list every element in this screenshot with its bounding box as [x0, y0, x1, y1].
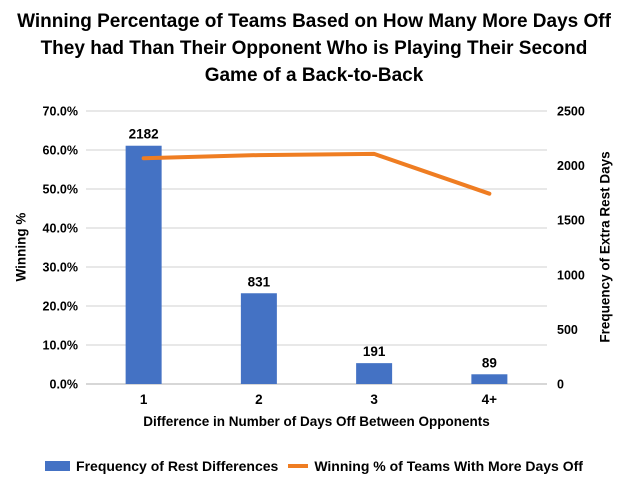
x-tick-label: 3 [370, 392, 378, 407]
x-tick-label: 1 [140, 392, 148, 407]
y-left-tick-label: 30.0% [43, 261, 78, 275]
bar [125, 145, 162, 384]
y-left-tick-label: 40.0% [43, 222, 78, 236]
chart-title: Winning Percentage of Teams Based on How… [17, 11, 611, 86]
legend-label-winning: Winning % of Teams With More Days Off [314, 458, 583, 474]
x-tick-label: 2 [255, 392, 263, 407]
legend-item-winning: Winning % of Teams With More Days Off [288, 458, 583, 474]
y-left-tick-label: 10.0% [43, 339, 78, 353]
bar-value-label: 2182 [129, 127, 159, 142]
y-right-tick-label: 500 [557, 323, 578, 337]
legend-item-frequency: Frequency of Rest Differences [45, 458, 278, 474]
winning-pct-line [141, 151, 492, 196]
bar-value-label: 191 [363, 344, 386, 359]
y-right-tick-label: 2000 [557, 159, 585, 173]
y-left-tick-label: 60.0% [43, 144, 78, 158]
x-axis-title: Difference in Number of Days Off Between… [143, 414, 490, 429]
left-axis-title: Winning % [13, 212, 29, 282]
legend-label-frequency: Frequency of Rest Differences [76, 458, 279, 474]
bar [356, 363, 393, 384]
y-right-tick-label: 0 [557, 378, 564, 392]
bar-value-label: 831 [248, 274, 271, 289]
right-axis-title: Frequency of Extra Rest Days [597, 151, 613, 343]
y-left-tick-label: 0.0% [50, 378, 79, 392]
bar-value-label: 89 [482, 355, 497, 370]
y-right-tick-label: 1500 [557, 214, 585, 228]
line-series-swatch-icon [288, 464, 309, 468]
y-left-tick-label: 50.0% [43, 183, 78, 197]
legend: Frequency of Rest Differences Winning % … [0, 454, 628, 478]
bar [471, 374, 508, 384]
y-left-tick-label: 70.0% [43, 105, 78, 119]
y-right-tick-label: 2500 [557, 105, 585, 119]
bar-series-swatch-icon [45, 461, 71, 471]
x-tick-label: 4+ [482, 392, 498, 407]
y-left-tick-label: 20.0% [43, 300, 78, 314]
y-right-tick-label: 1000 [557, 268, 585, 282]
bar [240, 293, 277, 384]
